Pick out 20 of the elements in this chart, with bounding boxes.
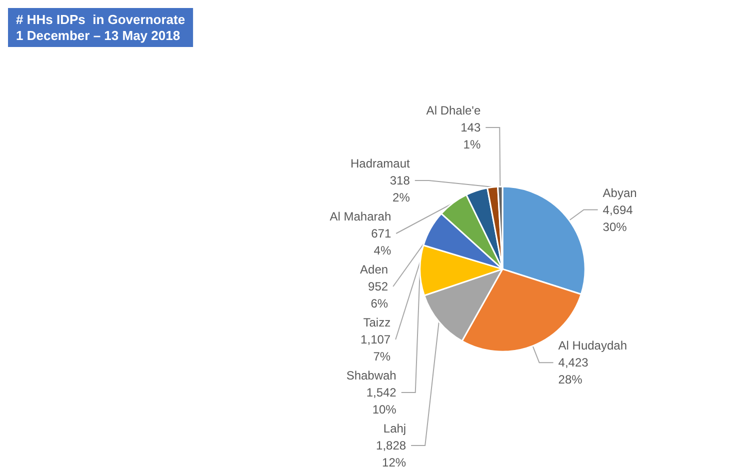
text: # HHs IDPs in Governorate (16, 12, 186, 27)
data-label: 952 6% (368, 280, 388, 310)
slice-label: Shabwah (346, 368, 396, 382)
data-label: 4,694 30% (602, 202, 634, 234)
slice-label: Aden (360, 262, 388, 276)
slice-label: Taizz (363, 316, 391, 330)
slice-label: Hadramaut (350, 156, 411, 170)
data-label: 318 2% (390, 174, 410, 204)
slice-label: Al Dhale'e (426, 104, 481, 118)
slice-label: Al Maharah (330, 210, 392, 224)
data-label: 1,542 10% (366, 386, 397, 416)
data-label: 143 1% (460, 120, 481, 152)
data-label: 1,107 7% (360, 332, 391, 364)
text: 1 December – 13 May 2018 (16, 28, 180, 43)
slice-label: Abyan (602, 186, 637, 200)
data-label: 671 4% (371, 226, 392, 258)
slice-label: Lahj (383, 422, 406, 436)
slice-label: Al Hudaydah (558, 338, 628, 353)
data-label: 4,423 28% (558, 356, 589, 387)
data-label: 1,828 12% (376, 438, 406, 470)
